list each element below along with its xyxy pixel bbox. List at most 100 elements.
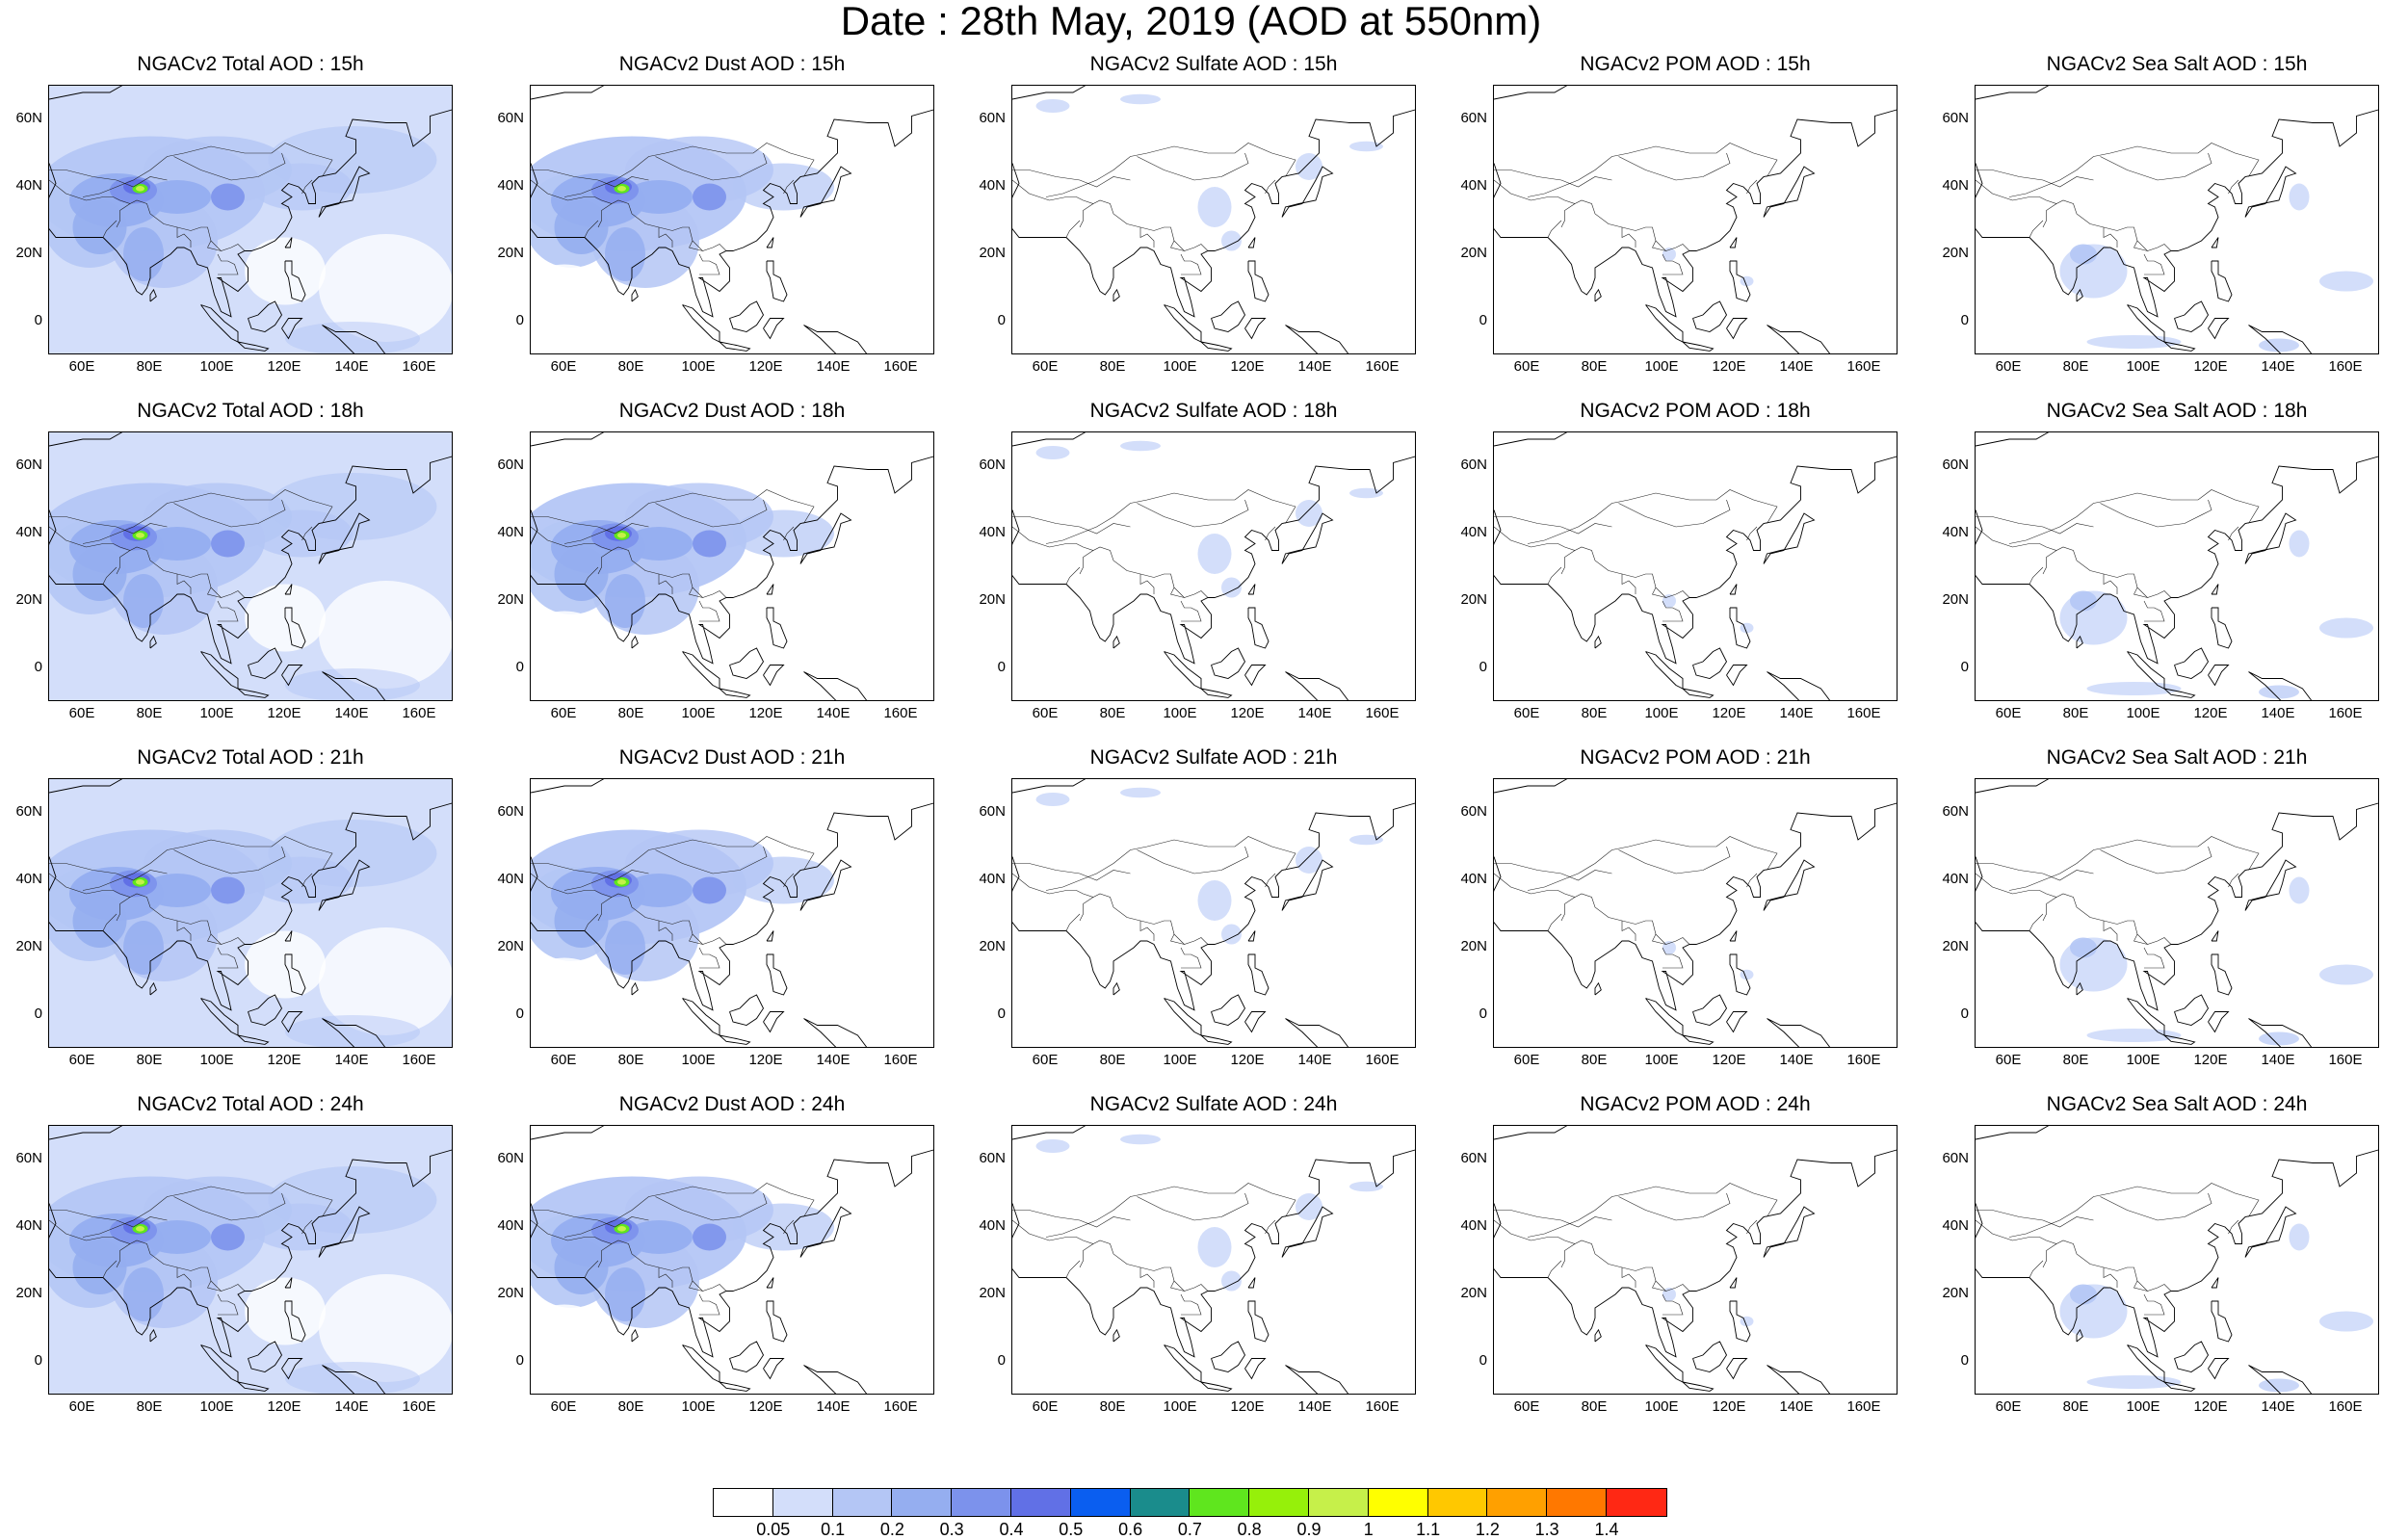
colorbar-label: 1.1 bbox=[1416, 1520, 1441, 1539]
country-border bbox=[1049, 1237, 1185, 1292]
coastline bbox=[281, 1011, 303, 1033]
coastline bbox=[799, 166, 852, 218]
country-border bbox=[1527, 143, 1778, 197]
latitude-tick-label: 0 bbox=[1960, 312, 1969, 328]
colorbar-swatch bbox=[1547, 1489, 1607, 1516]
latitude-tick-label: 60N bbox=[15, 1150, 42, 1166]
coastline bbox=[631, 981, 639, 996]
latitude-tick-label: 0 bbox=[34, 1005, 42, 1022]
coastline bbox=[49, 432, 123, 447]
coastline bbox=[284, 930, 293, 942]
country-border bbox=[49, 873, 87, 895]
coastline bbox=[1682, 341, 1715, 352]
latitude-tick-label: 0 bbox=[997, 659, 1006, 675]
country-border bbox=[1045, 1183, 1296, 1238]
coastline bbox=[1247, 237, 1256, 248]
longitude-tick-label: 160E bbox=[883, 358, 918, 375]
longitude-tick-label: 140E bbox=[334, 1052, 369, 1068]
latitude-tick-label: 40N bbox=[497, 524, 524, 540]
map-panel: NGACv2 Total AOD : 21h 60N 40N 20N 0 60E 80E 10… bbox=[0, 746, 453, 1074]
country-border bbox=[217, 947, 239, 969]
coastline bbox=[1164, 998, 1202, 1036]
country-border bbox=[783, 526, 795, 541]
map-panel: NGACv2 Dust AOD : 24h 60N 40N 20N 0 60E 80E 100… bbox=[482, 1093, 934, 1421]
country-border bbox=[2029, 220, 2044, 238]
country-border bbox=[176, 921, 192, 941]
longitude-tick-label: 120E bbox=[1230, 1398, 1265, 1415]
latitude-tick-label: 20N bbox=[979, 1285, 1006, 1301]
coastline bbox=[1645, 998, 1684, 1036]
country-border bbox=[1618, 499, 1731, 528]
country-border bbox=[1531, 1237, 1666, 1292]
coastline bbox=[1594, 635, 1602, 649]
coastline bbox=[531, 779, 605, 794]
country-border bbox=[82, 1183, 333, 1238]
latitude-tick-label: 0 bbox=[997, 1352, 1006, 1369]
country-border bbox=[2100, 1192, 2212, 1221]
latitude-tick-label: 20N bbox=[497, 938, 524, 954]
country-border bbox=[1065, 566, 1081, 585]
coastline bbox=[729, 1341, 765, 1372]
colorbar-swatch bbox=[1308, 1489, 1369, 1516]
coastline bbox=[49, 456, 452, 665]
coastline bbox=[149, 635, 157, 649]
aod-field bbox=[531, 432, 933, 700]
map-panel: NGACv2 POM AOD : 18h 60N 40N 20N 0 60E 80E 100E… bbox=[1445, 400, 1898, 727]
country-border bbox=[49, 170, 168, 188]
country-border bbox=[2008, 836, 2260, 891]
country-border bbox=[584, 220, 599, 238]
longitude-tick-label: 160E bbox=[1365, 1398, 1400, 1415]
country-border bbox=[2143, 947, 2165, 969]
coastline bbox=[1763, 1206, 1816, 1258]
longitude-tick-label: 60E bbox=[1513, 358, 1540, 375]
coastline bbox=[531, 1149, 933, 1358]
longitude-tick-label: 100E bbox=[1644, 1398, 1679, 1415]
coastline bbox=[1763, 512, 1816, 564]
country-border bbox=[1618, 1192, 1731, 1221]
coastline bbox=[322, 671, 386, 700]
latitude-tick-label: 20N bbox=[15, 938, 42, 954]
longitude-tick-label: 140E bbox=[2261, 358, 2295, 375]
country-border bbox=[1265, 179, 1276, 195]
latitude-tick-label: 20N bbox=[979, 938, 1006, 954]
colorbar-label: 1.3 bbox=[1534, 1520, 1559, 1539]
map-frame bbox=[530, 85, 934, 354]
map-panel: NGACv2 Sea Salt AOD : 15h 60N 40N 20N 0 60E 80… bbox=[1926, 53, 2379, 380]
longitude-tick-label: 140E bbox=[2261, 705, 2295, 721]
coastline bbox=[1726, 665, 1748, 687]
coastline bbox=[149, 288, 157, 302]
country-border bbox=[301, 526, 313, 541]
country-border bbox=[1065, 220, 1081, 238]
coastline bbox=[763, 1358, 785, 1380]
map-panel: NGACv2 Dust AOD : 15h 60N 40N 20N 0 60E 80E 100… bbox=[482, 53, 934, 380]
aod-field bbox=[49, 432, 452, 700]
coastline bbox=[1012, 432, 1086, 447]
latitude-tick-label: 40N bbox=[979, 871, 1006, 887]
country-border bbox=[173, 499, 286, 528]
coastline bbox=[49, 1149, 452, 1358]
latitude-tick-label: 20N bbox=[15, 1285, 42, 1301]
longitude-tick-label: 120E bbox=[267, 358, 301, 375]
coastline bbox=[281, 1358, 303, 1380]
map-frame bbox=[1975, 431, 2379, 701]
coastline bbox=[1692, 994, 1728, 1026]
country-border bbox=[531, 526, 568, 548]
longitude-tick-label: 120E bbox=[748, 1398, 783, 1415]
coastline bbox=[631, 1328, 639, 1343]
longitude-tick-label: 140E bbox=[1779, 1052, 1814, 1068]
longitude-tick-label: 60E bbox=[1995, 1398, 2022, 1415]
coastline bbox=[1729, 930, 1738, 942]
aod-field bbox=[2059, 1223, 2373, 1393]
country-border bbox=[658, 1267, 673, 1288]
longitude-tick-label: 80E bbox=[617, 1398, 644, 1415]
country-border bbox=[49, 863, 168, 881]
panel-title: NGACv2 Dust AOD : 21h bbox=[618, 746, 846, 769]
coastline bbox=[248, 1341, 283, 1372]
country-border bbox=[1547, 913, 1562, 931]
panel-title: NGACv2 Sulfate AOD : 21h bbox=[1089, 746, 1338, 769]
country-border bbox=[692, 587, 727, 598]
map-frame bbox=[1975, 778, 2379, 1048]
panel-title: NGACv2 Dust AOD : 15h bbox=[618, 53, 846, 75]
colorbar-swatch bbox=[1070, 1489, 1131, 1516]
country-border bbox=[2042, 1243, 2057, 1268]
